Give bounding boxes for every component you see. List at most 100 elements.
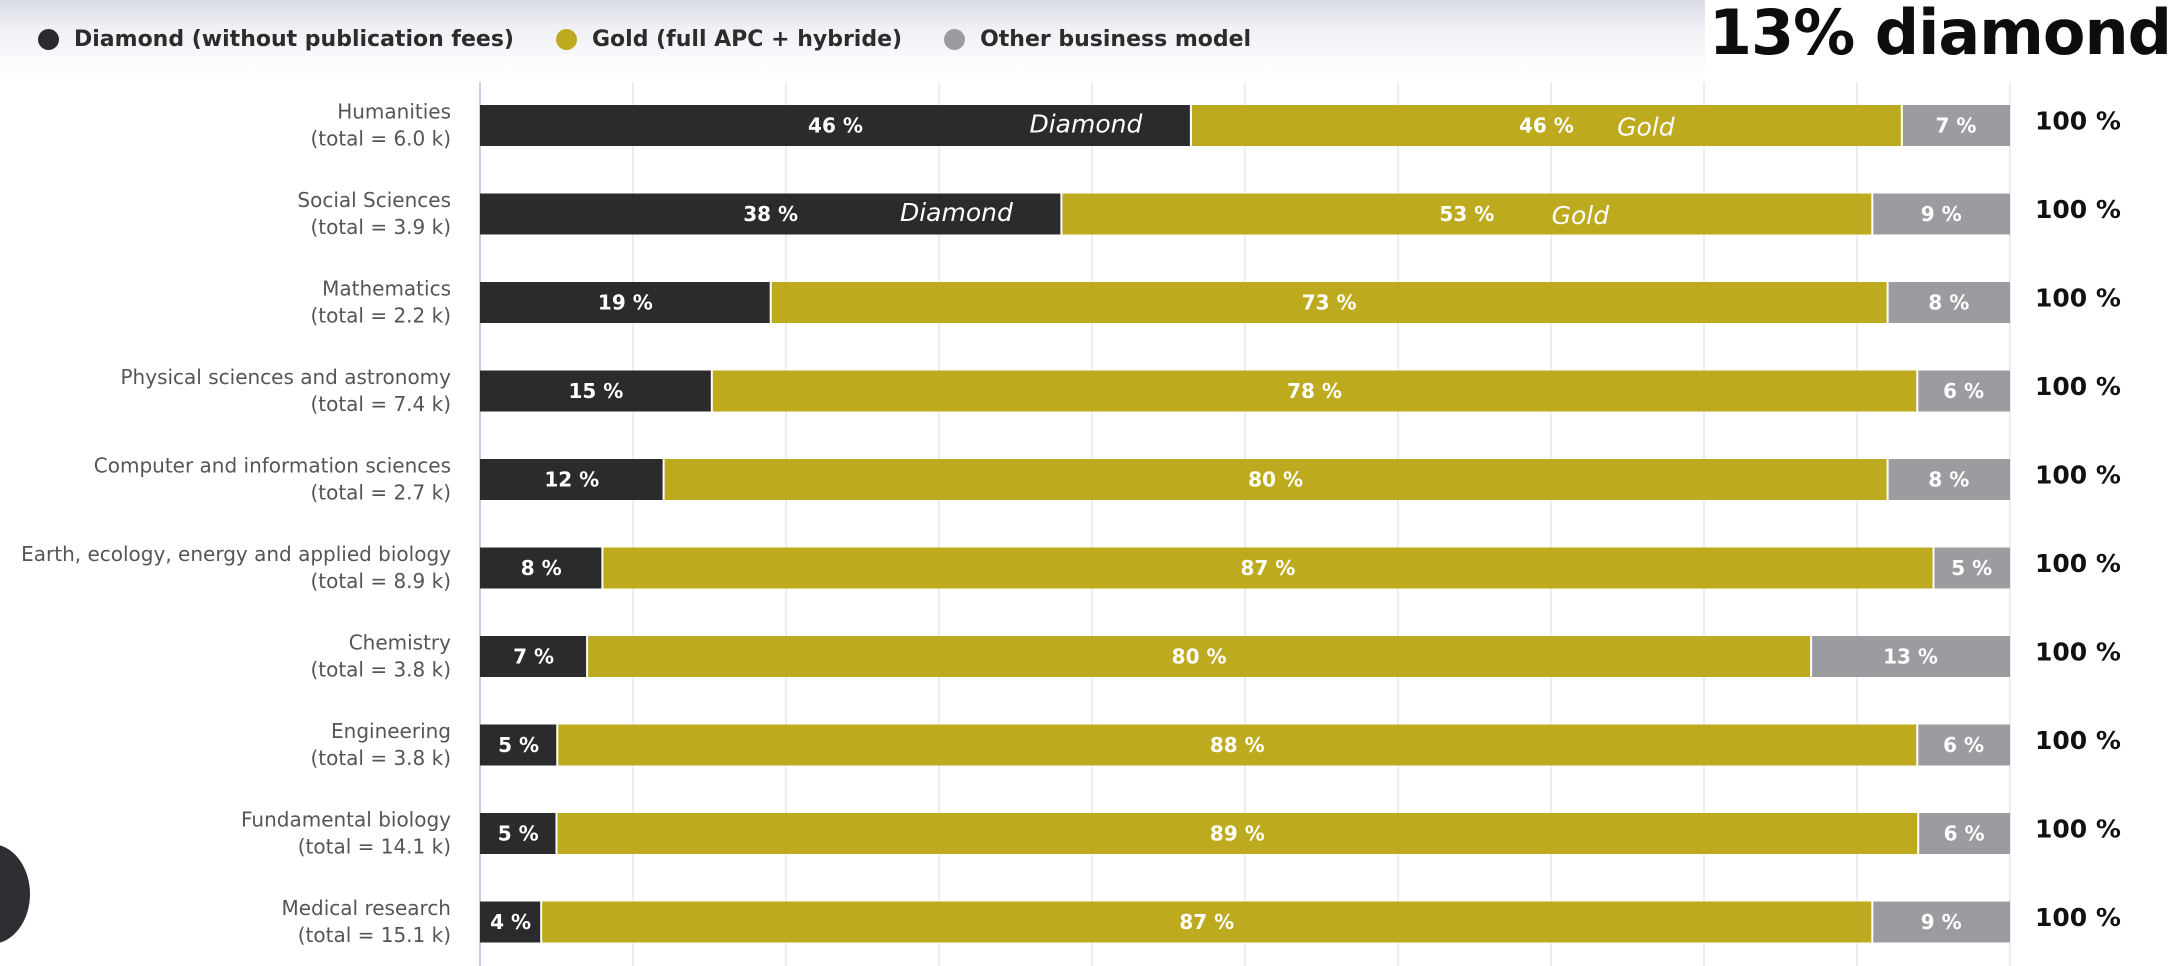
bar-segment <box>1917 370 2010 412</box>
bar-segment <box>480 370 712 412</box>
data-label: 6 % <box>1943 733 1984 757</box>
bar-segment <box>480 636 588 677</box>
annotation-label: Gold <box>1552 201 1610 230</box>
data-label: 38 % <box>743 202 798 226</box>
category-total-label: (total = 3.8 k) <box>310 658 451 682</box>
data-label: 7 % <box>513 645 554 669</box>
legend-item-diamond[interactable]: Diamond (without publication fees) <box>38 27 514 52</box>
category-total-label: (total = 2.2 k) <box>310 304 451 328</box>
data-label: 88 % <box>1210 733 1265 757</box>
data-label: 15 % <box>568 379 623 403</box>
data-label: 46 % <box>808 114 863 138</box>
category-label: Earth, ecology, energy and applied biolo… <box>21 542 451 566</box>
annotation-label: Diamond <box>1029 110 1142 139</box>
legend-label-gold: Gold (full APC + hybride) <box>592 26 903 52</box>
category-label: Fundamental biology <box>241 808 451 832</box>
bar-segment <box>480 105 1191 146</box>
category-label: Chemistry <box>349 631 451 655</box>
data-label: 12 % <box>544 468 599 492</box>
data-label: 53 % <box>1439 202 1494 226</box>
bar-segment <box>1872 901 2010 943</box>
bar-segment <box>1061 193 1873 235</box>
row-total-label: 100 % <box>2035 461 2121 490</box>
row-total-label: 100 % <box>2035 549 2121 578</box>
category-label: Mathematics <box>322 277 451 301</box>
data-label: 5 % <box>498 733 539 757</box>
category-total-label: (total = 6.0 k) <box>310 127 451 151</box>
data-label: 6 % <box>1944 822 1985 846</box>
bar-segment <box>556 813 1919 854</box>
data-label: 80 % <box>1172 645 1227 669</box>
category-label: Engineering <box>331 719 451 743</box>
row-total-label: 100 % <box>2035 903 2121 932</box>
bar-segment <box>1811 636 2010 677</box>
bar-segment <box>480 547 603 589</box>
category-total-label: (total = 7.4 k) <box>310 392 451 416</box>
data-label: 5 % <box>1951 556 1992 580</box>
bar-segment <box>1872 193 2010 235</box>
data-label: 73 % <box>1302 291 1357 315</box>
category-label: Physical sciences and astronomy <box>121 365 452 389</box>
bar-segment <box>557 724 1918 766</box>
bar-segment <box>1917 724 2010 766</box>
data-label: 8 % <box>1928 468 1969 492</box>
legend-marker-other <box>944 28 966 50</box>
data-label: 46 % <box>1519 114 1574 138</box>
bar-segment <box>480 901 542 943</box>
data-label: 87 % <box>1241 556 1296 580</box>
legend-band <box>0 0 1705 76</box>
bar-segment <box>587 636 1812 677</box>
legend-marker-gold <box>556 28 577 50</box>
bar-segment <box>480 193 1062 235</box>
legend-item-other[interactable]: Other business model <box>944 27 1251 52</box>
data-label: 5 % <box>498 822 539 846</box>
data-label: 9 % <box>1921 202 1962 226</box>
legend-marker-diamond <box>38 28 59 50</box>
bar-segment <box>480 724 558 766</box>
data-label: 19 % <box>598 291 653 315</box>
row-total-label: 100 % <box>2035 195 2121 224</box>
data-label: 8 % <box>521 556 562 580</box>
row-total-label: 100 % <box>2035 726 2121 755</box>
data-label: 4 % <box>490 910 531 934</box>
data-label: 8 % <box>1928 291 1969 315</box>
bar-segment <box>602 547 1934 589</box>
bar-segment <box>1887 282 2010 323</box>
chart-legend: Diamond (without publication fees) Gold … <box>38 22 1293 56</box>
bar-segment <box>1933 547 2010 589</box>
legend-label-diamond: Diamond (without publication fees) <box>74 26 514 52</box>
bar-segment <box>1190 105 1902 146</box>
bar-segment <box>663 459 1888 500</box>
category-label: Humanities <box>337 100 451 124</box>
category-label: Computer and information sciences <box>94 454 451 478</box>
category-label: Medical research <box>281 896 451 920</box>
category-label: Social Sciences <box>297 188 451 212</box>
category-total-label: (total = 8.9 k) <box>310 569 451 593</box>
row-total-label: 100 % <box>2035 372 2121 401</box>
row-total-label: 100 % <box>2035 815 2121 844</box>
data-label: 80 % <box>1248 468 1303 492</box>
bar-segment <box>480 282 771 323</box>
legend-item-gold[interactable]: Gold (full APC + hybride) <box>556 27 902 52</box>
data-label: 87 % <box>1179 910 1234 934</box>
row-total-label: 100 % <box>2035 107 2121 136</box>
bar-segment <box>770 282 1888 323</box>
bar-segment <box>1918 813 2010 854</box>
annotation-label: Diamond <box>900 198 1013 227</box>
data-label: 89 % <box>1210 822 1265 846</box>
data-label: 6 % <box>1943 379 1984 403</box>
data-label: 13 % <box>1883 645 1938 669</box>
category-total-label: (total = 2.7 k) <box>310 481 451 505</box>
bar-segment <box>480 459 664 500</box>
row-total-label: 100 % <box>2035 284 2121 313</box>
bar-segment <box>480 813 557 854</box>
bar-segment <box>1901 105 2010 146</box>
category-total-label: (total = 3.9 k) <box>310 215 451 239</box>
legend-label-other: Other business model <box>980 26 1252 52</box>
bar-segment <box>541 901 1873 943</box>
annotation-label: Gold <box>1617 113 1675 142</box>
data-label: 78 % <box>1287 379 1342 403</box>
headline: 13% diamond <box>1708 0 2172 69</box>
row-total-label: 100 % <box>2035 638 2121 667</box>
